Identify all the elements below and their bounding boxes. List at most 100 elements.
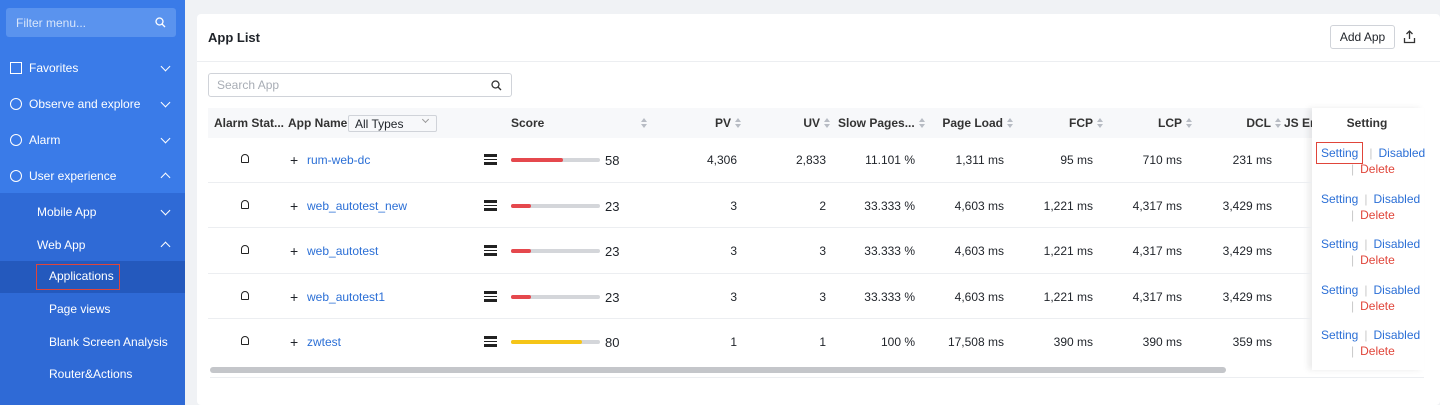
placeholder: Filter menu... xyxy=(16,15,87,30)
setting-link[interactable]: Setting xyxy=(1321,328,1359,342)
submenu-item[interactable]: Applications xyxy=(0,259,185,293)
chevron xyxy=(160,133,171,143)
add-app-button[interactable]: Add App xyxy=(1330,25,1395,49)
app-name[interactable]: web_autotest_new xyxy=(307,199,408,213)
expand-icon[interactable]: + xyxy=(290,289,299,305)
column-header[interactable]: DCL xyxy=(1246,113,1281,133)
server-icon xyxy=(484,154,497,165)
menu-label: User experience xyxy=(29,169,117,183)
expand-icon[interactable]: + xyxy=(290,334,299,350)
delete-link[interactable]: Delete xyxy=(1360,162,1395,176)
expand-icon[interactable]: + xyxy=(290,243,299,259)
delete-link[interactable]: Delete xyxy=(1360,208,1395,222)
column-header: Setting xyxy=(1327,113,1407,133)
setting-link[interactable]: Setting xyxy=(1316,142,1364,164)
alarm-icon[interactable] xyxy=(241,245,249,254)
disabled-link[interactable]: Disabled xyxy=(1373,328,1421,342)
disabled-link[interactable]: Disabled xyxy=(1378,146,1426,160)
menu-label: Favorites xyxy=(29,61,79,75)
alarm-icon[interactable] xyxy=(241,154,249,163)
scrollbar xyxy=(210,367,1226,373)
pv: 1 xyxy=(730,335,737,349)
actions: | Delete xyxy=(1351,205,1395,225)
app-name[interactable]: rum-web-dc xyxy=(307,153,371,167)
uv: 3 xyxy=(819,244,826,258)
setting-link[interactable]: Setting xyxy=(1321,283,1359,297)
sort-icon xyxy=(1275,118,1281,128)
slow: 33.333 % xyxy=(864,290,915,304)
uv: 3 xyxy=(819,290,826,304)
submenu-item[interactable]: Mobile App xyxy=(0,195,185,229)
submenu-item[interactable]: Web App xyxy=(0,228,185,262)
setting-link[interactable]: Setting xyxy=(1321,192,1359,206)
card: App List Add App Search App Alarm Stat..… xyxy=(197,14,1440,405)
server-icon xyxy=(484,200,497,211)
title: App List xyxy=(208,30,260,45)
score-bar xyxy=(511,340,583,344)
lcp: 390 ms xyxy=(1142,335,1182,349)
table-header xyxy=(208,108,1424,138)
menu-item[interactable]: Favorites xyxy=(0,51,185,85)
menu-icon xyxy=(10,98,22,110)
pv: 3 xyxy=(730,199,737,213)
score-track xyxy=(511,204,600,208)
server-icon xyxy=(484,245,497,256)
expand-icon[interactable]: + xyxy=(290,152,299,168)
submenu-label: Web App xyxy=(37,238,86,252)
alarm-icon[interactable] xyxy=(241,291,249,300)
score-track xyxy=(511,158,600,162)
separator: | xyxy=(1364,283,1368,297)
column-header[interactable]: PV xyxy=(715,113,741,133)
alarm-icon[interactable] xyxy=(241,336,249,345)
app-name[interactable]: zwtest xyxy=(307,335,342,349)
score: 23 xyxy=(605,198,620,214)
row-divider xyxy=(208,318,1312,319)
export-icon[interactable] xyxy=(1403,30,1416,44)
score-bar xyxy=(511,249,532,253)
disabled-link[interactable]: Disabled xyxy=(1373,192,1421,206)
app-name[interactable]: web_autotest1 xyxy=(307,290,386,304)
page_load: 17,508 ms xyxy=(947,335,1004,349)
delete-link[interactable]: Delete xyxy=(1360,299,1395,313)
fcp: 1,221 ms xyxy=(1043,290,1093,304)
column-header[interactable]: Page Load xyxy=(942,113,1013,133)
column-header: Slow Pages... xyxy=(838,113,925,133)
sort-icon xyxy=(735,118,741,128)
header-label: Score xyxy=(511,116,545,130)
sort-icon xyxy=(824,118,830,128)
menu-search[interactable]: Filter menu... xyxy=(6,8,176,37)
column-header[interactable]: Score xyxy=(511,113,647,133)
separator: | xyxy=(1364,192,1368,206)
alarm-icon[interactable] xyxy=(241,200,249,209)
slow: 33.333 % xyxy=(864,244,915,258)
delete-link[interactable]: Delete xyxy=(1360,344,1395,358)
sort-icon xyxy=(1186,118,1192,128)
column-header[interactable]: LCP xyxy=(1158,113,1192,133)
chevron xyxy=(160,172,171,183)
type-select[interactable]: All Types xyxy=(348,115,437,132)
actions: Setting | Disabled xyxy=(1321,189,1420,209)
sort-icon xyxy=(1007,118,1013,128)
delete-link[interactable]: Delete xyxy=(1360,253,1395,267)
app-search[interactable]: Search App xyxy=(208,73,512,97)
lcp: 710 ms xyxy=(1142,153,1182,167)
menu-item[interactable]: User experience xyxy=(0,159,185,193)
score: 58 xyxy=(605,152,620,168)
expand-icon[interactable]: + xyxy=(290,198,299,214)
menu-item[interactable]: Observe and explore xyxy=(0,87,185,121)
submenu-label: Mobile App xyxy=(37,205,97,219)
column-header[interactable]: UV xyxy=(803,113,830,133)
setting-link[interactable]: Setting xyxy=(1321,237,1359,251)
app-name[interactable]: web_autotest xyxy=(307,244,379,258)
disabled-link[interactable]: Disabled xyxy=(1373,237,1421,251)
submenu-item[interactable]: Router&Actions xyxy=(0,357,185,391)
column-header[interactable]: FCP xyxy=(1069,113,1103,133)
menu-item[interactable]: Alarm xyxy=(0,123,185,157)
fcp: 1,221 ms xyxy=(1043,199,1093,213)
disabled-link[interactable]: Disabled xyxy=(1373,283,1421,297)
submenu-item[interactable]: Blank Screen Analysis xyxy=(0,325,185,359)
submenu-item[interactable]: Page views xyxy=(0,292,185,326)
score-track xyxy=(511,340,600,344)
divider xyxy=(210,377,1424,378)
pv: 3 xyxy=(730,290,737,304)
